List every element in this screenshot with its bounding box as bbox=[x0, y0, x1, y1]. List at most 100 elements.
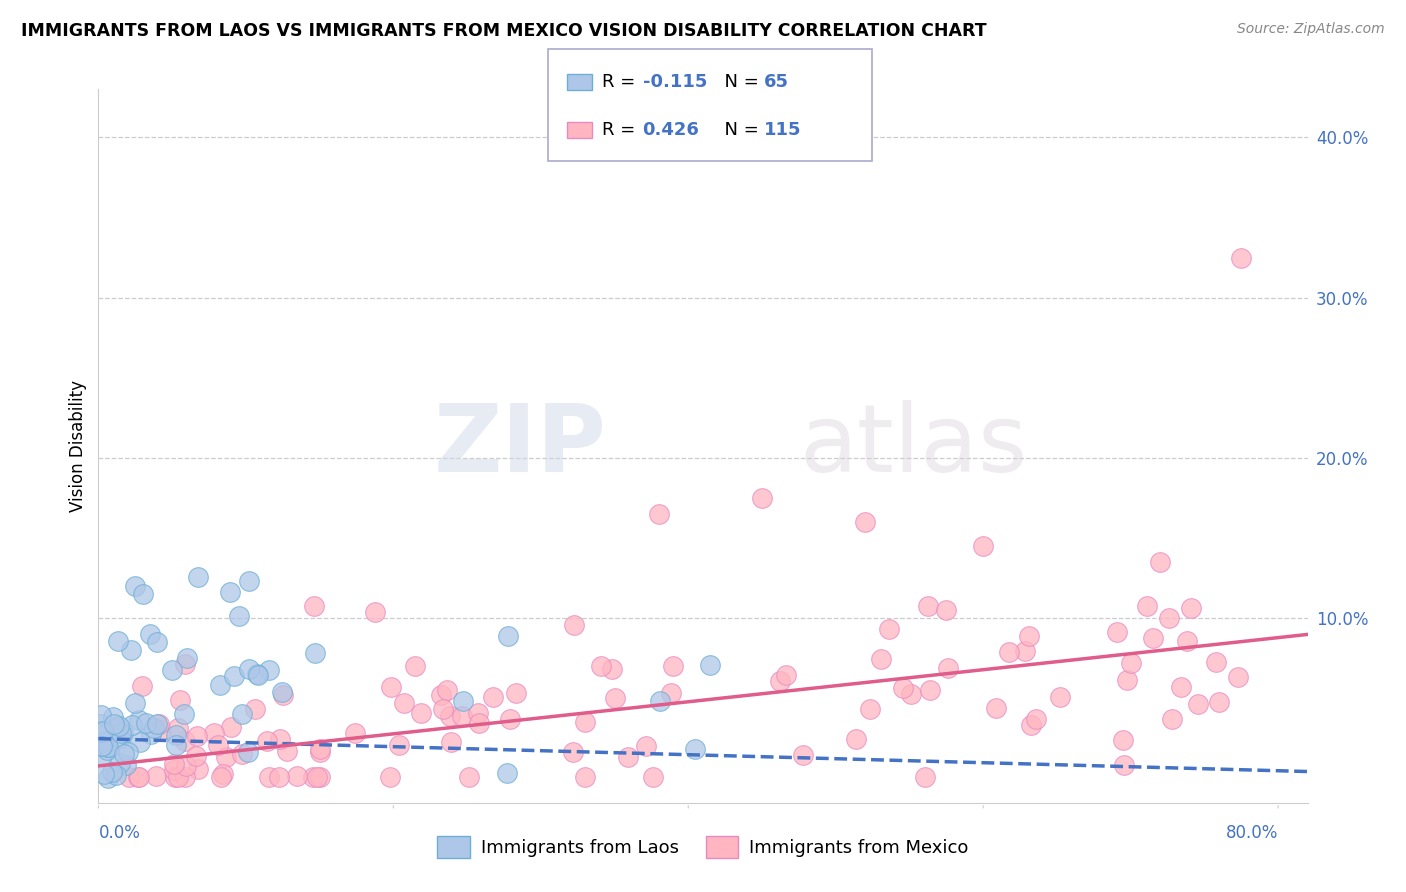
Point bbox=[202, 725, 225, 739]
Point bbox=[998, 645, 1021, 659]
Point bbox=[1019, 718, 1042, 732]
Point bbox=[900, 686, 922, 700]
Text: 65: 65 bbox=[763, 73, 789, 91]
Point bbox=[468, 715, 491, 730]
Point bbox=[117, 745, 139, 759]
Point bbox=[276, 744, 298, 758]
Point bbox=[380, 681, 402, 695]
Point bbox=[440, 735, 463, 749]
Point bbox=[103, 717, 125, 731]
Point bbox=[108, 756, 131, 770]
Point bbox=[1049, 690, 1071, 705]
Point bbox=[145, 768, 167, 782]
Point bbox=[308, 770, 330, 784]
Point bbox=[845, 731, 868, 746]
Point bbox=[148, 716, 170, 731]
Point bbox=[495, 765, 517, 780]
Point bbox=[187, 762, 209, 776]
Point bbox=[163, 770, 186, 784]
Point bbox=[108, 719, 131, 733]
Point bbox=[387, 738, 409, 752]
Point bbox=[209, 678, 232, 692]
Point bbox=[699, 657, 721, 672]
Point bbox=[404, 659, 426, 673]
Point bbox=[215, 750, 238, 764]
Point bbox=[166, 738, 188, 752]
Point bbox=[211, 770, 233, 784]
Point bbox=[149, 723, 172, 737]
Point bbox=[174, 770, 197, 784]
Point bbox=[247, 668, 270, 682]
Point bbox=[176, 651, 198, 665]
Point bbox=[285, 769, 308, 783]
Text: ZIP: ZIP bbox=[433, 400, 606, 492]
Point bbox=[1227, 670, 1250, 684]
Point bbox=[1105, 624, 1128, 639]
Point bbox=[131, 587, 153, 601]
Point bbox=[430, 688, 453, 702]
Point bbox=[1160, 712, 1182, 726]
Point bbox=[112, 747, 135, 761]
Point bbox=[167, 770, 190, 784]
Point bbox=[302, 770, 325, 784]
Legend: Immigrants from Laos, Immigrants from Mexico: Immigrants from Laos, Immigrants from Me… bbox=[430, 829, 976, 865]
Point bbox=[257, 663, 280, 677]
Text: 115: 115 bbox=[763, 121, 801, 139]
Point bbox=[90, 716, 112, 731]
Point bbox=[935, 603, 957, 617]
Point bbox=[97, 771, 120, 785]
Point bbox=[163, 763, 186, 777]
Point bbox=[231, 706, 253, 721]
Point bbox=[574, 770, 596, 784]
Point bbox=[110, 731, 132, 745]
Point bbox=[602, 662, 624, 676]
Point bbox=[104, 767, 127, 781]
Point bbox=[163, 757, 186, 772]
Point bbox=[222, 669, 245, 683]
Text: atlas: atlas bbox=[800, 400, 1028, 492]
Point bbox=[91, 723, 114, 738]
Point bbox=[562, 618, 585, 632]
Point bbox=[1149, 555, 1171, 569]
Point bbox=[165, 728, 187, 742]
Point bbox=[90, 739, 112, 753]
Point bbox=[499, 712, 522, 726]
Point bbox=[121, 718, 143, 732]
Point bbox=[107, 721, 129, 735]
Point bbox=[131, 679, 153, 693]
Point bbox=[505, 686, 527, 700]
Point bbox=[392, 696, 415, 710]
Point bbox=[659, 686, 682, 700]
Point bbox=[174, 734, 197, 748]
Point bbox=[1018, 629, 1040, 643]
Point bbox=[120, 643, 142, 657]
Point bbox=[1014, 643, 1036, 657]
Point bbox=[304, 646, 326, 660]
Text: Source: ZipAtlas.com: Source: ZipAtlas.com bbox=[1237, 22, 1385, 37]
Point bbox=[589, 659, 612, 673]
Point bbox=[1180, 601, 1202, 615]
Point bbox=[751, 491, 773, 505]
Point bbox=[936, 661, 959, 675]
Point bbox=[127, 770, 149, 784]
Point bbox=[90, 749, 112, 764]
Point bbox=[439, 709, 461, 723]
Point bbox=[1230, 251, 1253, 265]
Point bbox=[364, 605, 387, 619]
Point bbox=[184, 748, 207, 763]
Point bbox=[648, 694, 671, 708]
Point bbox=[135, 715, 157, 730]
Point bbox=[436, 683, 458, 698]
Point bbox=[228, 608, 250, 623]
Y-axis label: Vision Disability: Vision Disability bbox=[69, 380, 87, 512]
Text: R =: R = bbox=[602, 121, 641, 139]
Point bbox=[877, 623, 900, 637]
Point bbox=[218, 584, 240, 599]
Point bbox=[187, 570, 209, 584]
Point bbox=[124, 579, 146, 593]
Point bbox=[91, 739, 114, 753]
Point bbox=[972, 539, 994, 553]
Point bbox=[457, 770, 479, 784]
Point bbox=[616, 749, 638, 764]
Point bbox=[920, 682, 942, 697]
